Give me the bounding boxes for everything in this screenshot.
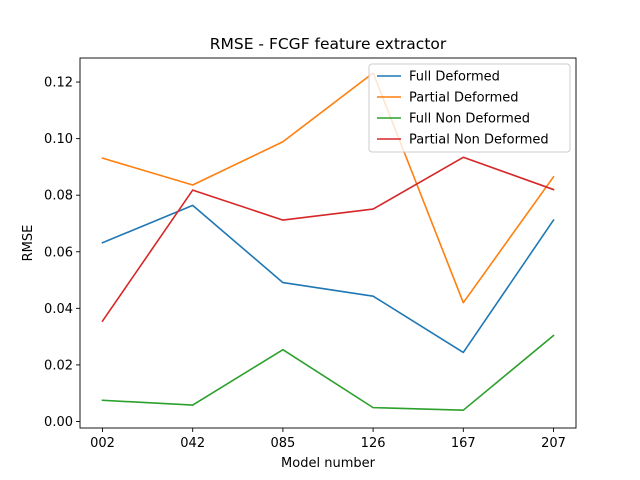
y-tick-label: 0.10	[44, 132, 73, 147]
y-tick-label: 0.06	[44, 245, 73, 260]
legend-label-2: Full Non Deformed	[409, 112, 530, 127]
y-tick-label: 0.02	[44, 358, 73, 373]
series-line-3	[101, 156, 555, 323]
legend-label-0: Full Deformed	[409, 70, 500, 85]
x-tick-label: 167	[451, 436, 476, 451]
x-tick-label: 085	[270, 436, 295, 451]
y-tick-label: 0.00	[44, 415, 73, 430]
y-tick-label: 0.04	[44, 302, 73, 317]
legend-label-1: Partial Deformed	[409, 91, 519, 106]
series-line-2	[101, 334, 555, 411]
chart-title: RMSE - FCGF feature extractor	[210, 35, 447, 53]
x-tick-label: 042	[180, 436, 205, 451]
series-layer	[101, 72, 555, 411]
x-tick-label: 207	[541, 436, 566, 451]
legend-label-3: Partial Non Deformed	[409, 133, 549, 148]
series-line-1	[101, 72, 555, 304]
axes-layer: 002 042 085 126 167 207 0.00 0.02 0.04 0.06 0.08 0.…	[44, 57, 577, 451]
y-tick-label: 0.12	[44, 76, 73, 91]
axes-frame	[79, 57, 577, 429]
y-axis-label: RMSE	[21, 225, 36, 262]
legend-box	[368, 63, 571, 153]
y-tick-label: 0.08	[44, 189, 73, 204]
x-tick-label: 002	[90, 436, 115, 451]
x-axis-label: Model number	[281, 456, 376, 471]
x-tick-label: 126	[361, 436, 386, 451]
legend: Full Deformed Partial Deformed Full Non De…	[368, 63, 571, 153]
